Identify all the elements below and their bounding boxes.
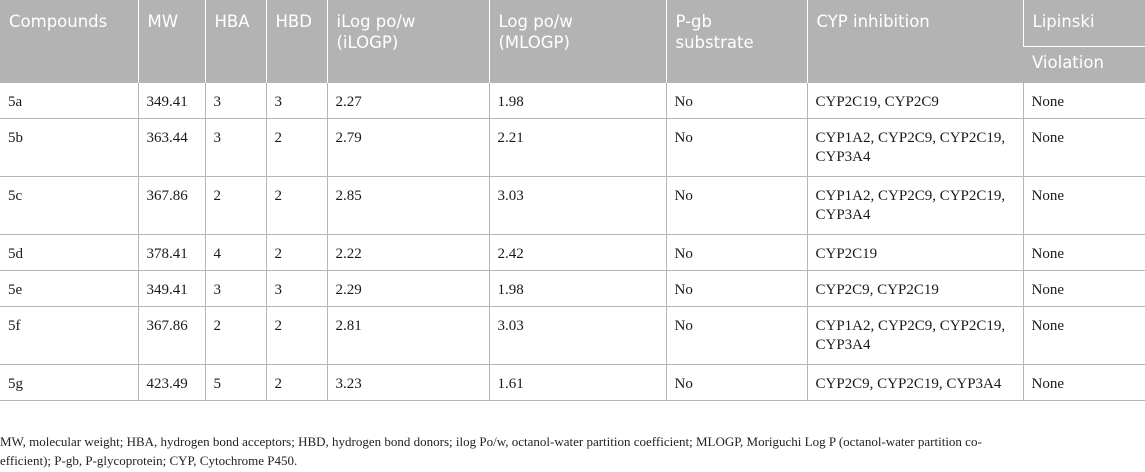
cell-compound: 5b	[0, 118, 138, 177]
cell-ilogp: 2.29	[326, 270, 489, 307]
cell-mw: 349.41	[137, 82, 205, 119]
header-violation: Violation	[1023, 46, 1145, 83]
cell-hba: 4	[204, 234, 266, 271]
cell-hbd: 2	[265, 176, 327, 235]
table-row: 5a 349.41 3 3 2.27 1.98 No CYP2C19, CYP2…	[0, 82, 1145, 119]
cell-hba: 5	[204, 364, 266, 401]
cell-mlogp: 2.42	[488, 234, 666, 271]
table-footnote: MW, molecular weight; HBA, hydrogen bond…	[0, 432, 1140, 470]
header-mw: MW	[137, 0, 205, 83]
cell-mw: 363.44	[137, 118, 205, 177]
cell-lipinski: None	[1022, 306, 1145, 365]
table-row: 5e 349.41 3 3 2.29 1.98 No CYP2C9, CYP2C…	[0, 270, 1145, 307]
header-hbd: HBD	[265, 0, 327, 83]
table-row: 5d 378.41 4 2 2.22 2.42 No CYP2C19 None	[0, 234, 1145, 271]
compound-properties-table: Compounds MW HBA HBD iLog po/w (iLOGP) Lo…	[0, 0, 1145, 401]
footnote-line: MW, molecular weight; HBA, hydrogen bond…	[0, 434, 982, 449]
cell-ilogp: 3.23	[326, 364, 489, 401]
cell-compound: 5g	[0, 364, 138, 401]
cell-cyp: CYP2C19	[806, 234, 1023, 271]
cell-hbd: 3	[265, 270, 327, 307]
cell-mw: 423.49	[137, 364, 205, 401]
cell-mlogp: 1.98	[488, 270, 666, 307]
cell-pgb: No	[665, 270, 807, 307]
cell-compound: 5a	[0, 82, 138, 119]
cell-pgb: No	[665, 176, 807, 235]
cell-pgb: No	[665, 306, 807, 365]
table-row: 5f 367.86 2 2 2.81 3.03 No CYP1A2, CYP2C…	[0, 306, 1145, 365]
cell-cyp: CYP1A2, CYP2C9, CYP2C19, CYP3A4	[806, 118, 1023, 177]
cell-ilogp: 2.27	[326, 82, 489, 119]
cell-cyp: CYP2C19, CYP2C9	[806, 82, 1023, 119]
cell-pgb: No	[665, 364, 807, 401]
cell-ilogp: 2.22	[326, 234, 489, 271]
cell-mw: 367.86	[137, 306, 205, 365]
cell-mlogp: 3.03	[488, 176, 666, 235]
cell-compound: 5e	[0, 270, 138, 307]
cell-compound: 5d	[0, 234, 138, 271]
cell-hbd: 2	[265, 234, 327, 271]
cell-hbd: 2	[265, 306, 327, 365]
header-compounds: Compounds	[0, 0, 138, 83]
cell-hba: 3	[204, 118, 266, 177]
cell-cyp: CYP2C9, CYP2C19	[806, 270, 1023, 307]
header-pgb-substrate: P-gb substrate	[665, 0, 807, 83]
cell-lipinski: None	[1022, 364, 1145, 401]
header-hba: HBA	[204, 0, 266, 83]
header-mlogp: Log po/w (MLOGP)	[488, 0, 666, 83]
cell-ilogp: 2.81	[326, 306, 489, 365]
cell-lipinski: None	[1022, 176, 1145, 235]
cell-mw: 378.41	[137, 234, 205, 271]
cell-hbd: 3	[265, 82, 327, 119]
cell-hba: 3	[204, 82, 266, 119]
cell-hbd: 2	[265, 118, 327, 177]
cell-pgb: No	[665, 118, 807, 177]
cell-mlogp: 1.61	[488, 364, 666, 401]
cell-pgb: No	[665, 234, 807, 271]
table-row: 5g 423.49 5 2 3.23 1.61 No CYP2C9, CYP2C…	[0, 364, 1145, 401]
cell-mlogp: 2.21	[488, 118, 666, 177]
cell-lipinski: None	[1022, 270, 1145, 307]
cell-cyp: CYP2C9, CYP2C19, CYP3A4	[806, 364, 1023, 401]
cell-hba: 2	[204, 306, 266, 365]
cell-hba: 2	[204, 176, 266, 235]
cell-lipinski: None	[1022, 118, 1145, 177]
header-cyp-inhibition: CYP inhibition	[806, 0, 1023, 83]
cell-compound: 5f	[0, 306, 138, 365]
data-table-container: Compounds MW HBA HBD iLog po/w (iLOGP) Lo…	[0, 0, 1145, 401]
cell-mw: 367.86	[137, 176, 205, 235]
cell-cyp: CYP1A2, CYP2C9, CYP2C19, CYP3A4	[806, 306, 1023, 365]
cell-ilogp: 2.85	[326, 176, 489, 235]
cell-lipinski: None	[1022, 234, 1145, 271]
header-lipinski: Lipinski	[1022, 0, 1145, 47]
cell-compound: 5c	[0, 176, 138, 235]
table-row: 5b 363.44 3 2 2.79 2.21 No CYP1A2, CYP2C…	[0, 118, 1145, 177]
cell-mlogp: 1.98	[488, 82, 666, 119]
cell-hbd: 2	[265, 364, 327, 401]
footnote-line: efficient); P-gb, P-glycoprotein; CYP, C…	[0, 453, 298, 468]
cell-lipinski: None	[1022, 82, 1145, 119]
table-row: 5c 367.86 2 2 2.85 3.03 No CYP1A2, CYP2C…	[0, 176, 1145, 235]
cell-mw: 349.41	[137, 270, 205, 307]
cell-hba: 3	[204, 270, 266, 307]
header-ilogp: iLog po/w (iLOGP)	[326, 0, 489, 83]
cell-cyp: CYP1A2, CYP2C9, CYP2C19, CYP3A4	[806, 176, 1023, 235]
cell-ilogp: 2.79	[326, 118, 489, 177]
cell-pgb: No	[665, 82, 807, 119]
cell-mlogp: 3.03	[488, 306, 666, 365]
